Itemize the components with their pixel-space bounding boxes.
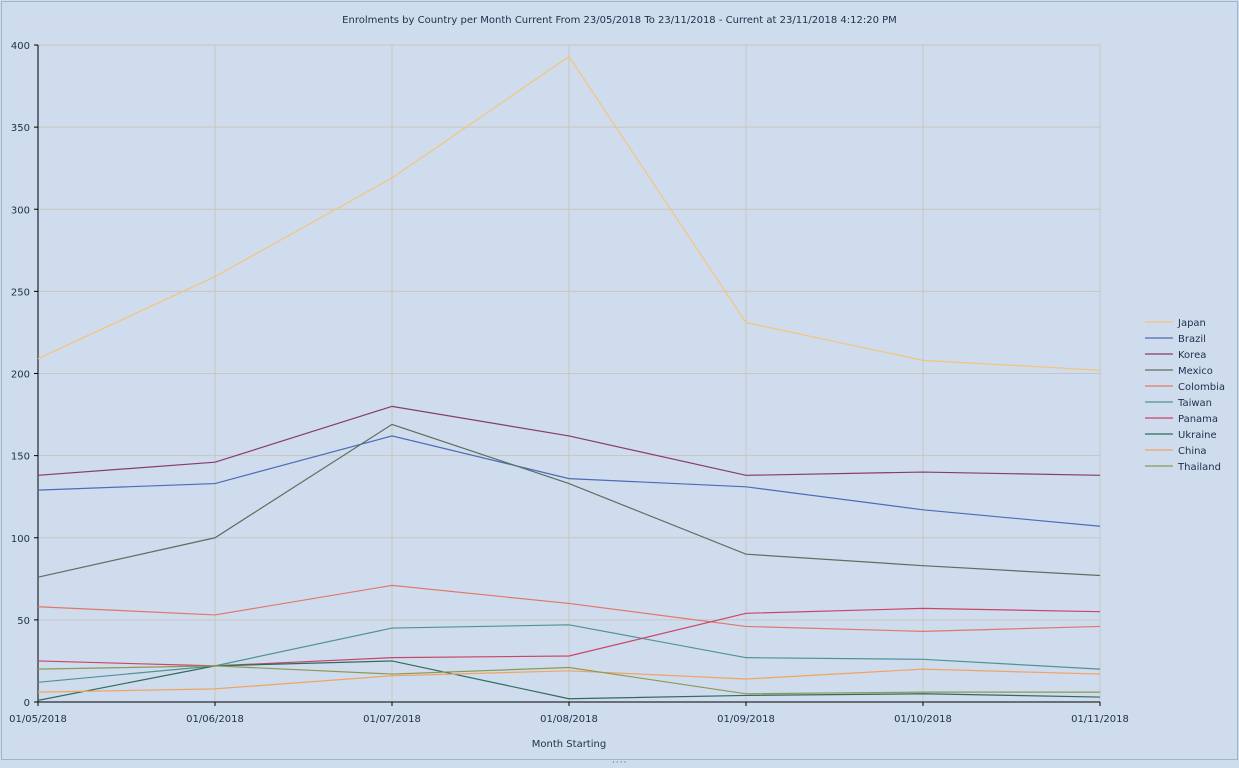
series-line-brazil: [37, 435, 1101, 527]
y-tick-label: 300: [11, 205, 30, 216]
series-line-japan: [37, 55, 1101, 371]
legend-label-thailand: Thailand: [1177, 462, 1221, 473]
y-tick-label: 250: [11, 287, 30, 298]
x-tick-label: 01/05/2018: [9, 714, 67, 725]
x-axis-label: Month Starting: [532, 739, 606, 750]
legend-label-korea: Korea: [1178, 350, 1206, 361]
x-tick-label: 01/10/2018: [894, 714, 952, 725]
x-tick-label: 01/06/2018: [186, 714, 244, 725]
y-tick-label: 0: [24, 698, 30, 709]
series-line-colombia: [37, 584, 1101, 632]
x-tick-label: 01/11/2018: [1071, 714, 1129, 725]
y-tick-label: 100: [11, 534, 30, 545]
legend-label-taiwan: Taiwan: [1177, 398, 1212, 409]
resize-handle[interactable]: ····: [612, 758, 628, 768]
series-line-china: [37, 668, 1101, 693]
x-tick-label: 01/09/2018: [717, 714, 775, 725]
x-tick-label: 01/08/2018: [540, 714, 598, 725]
legend-label-japan: Japan: [1177, 318, 1206, 329]
y-tick-label: 50: [17, 616, 30, 627]
legend-label-mexico: Mexico: [1178, 366, 1213, 377]
legend-label-ukraine: Ukraine: [1178, 430, 1217, 441]
y-tick-label: 400: [11, 41, 30, 52]
legend-label-panama: Panama: [1178, 414, 1218, 425]
y-tick-label: 350: [11, 123, 30, 134]
series-line-mexico: [37, 423, 1101, 578]
legend-label-china: China: [1178, 446, 1207, 457]
y-tick-label: 200: [11, 370, 30, 381]
series-line-thailand: [37, 665, 1100, 695]
chart-title: Enrolments by Country per Month Current …: [342, 15, 897, 26]
legend-label-colombia: Colombia: [1178, 382, 1225, 393]
y-tick-label: 150: [11, 452, 30, 463]
x-tick-label: 01/07/2018: [363, 714, 421, 725]
legend-label-brazil: Brazil: [1178, 334, 1206, 345]
series-line-korea: [37, 405, 1101, 476]
